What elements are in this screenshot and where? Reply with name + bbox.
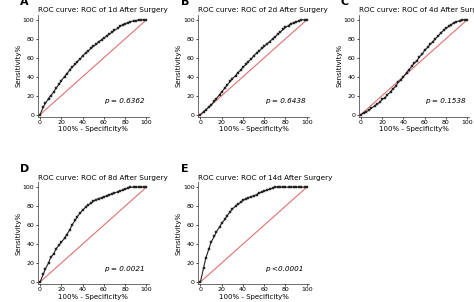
X-axis label: 100% - Specificity%: 100% - Specificity% (58, 294, 128, 300)
X-axis label: 100% - Specificity%: 100% - Specificity% (58, 127, 128, 132)
Text: ROC curve: ROC of 4d After Surgery: ROC curve: ROC of 4d After Surgery (359, 7, 474, 13)
Text: E: E (181, 164, 188, 174)
Text: ROC curve: ROC of 2d After Surgery: ROC curve: ROC of 2d After Surgery (198, 7, 328, 13)
Text: p = 0.6362: p = 0.6362 (104, 98, 145, 104)
Text: ROC curve: ROC of 1d After Surgery: ROC curve: ROC of 1d After Surgery (38, 7, 168, 13)
Text: B: B (181, 0, 189, 7)
X-axis label: 100% - Specificity%: 100% - Specificity% (219, 294, 289, 300)
Text: A: A (20, 0, 29, 7)
Y-axis label: Sensitivity%: Sensitivity% (16, 44, 21, 87)
Text: p = 0.6438: p = 0.6438 (264, 98, 305, 104)
Text: D: D (20, 164, 29, 174)
Text: C: C (341, 0, 349, 7)
Y-axis label: Sensitivity%: Sensitivity% (16, 212, 21, 255)
Text: p <0.0001: p <0.0001 (264, 266, 303, 272)
Text: p = 0.0021: p = 0.0021 (104, 266, 145, 272)
Text: ROC curve: ROC of 14d After Surgery: ROC curve: ROC of 14d After Surgery (198, 175, 333, 181)
X-axis label: 100% - Specificity%: 100% - Specificity% (219, 127, 289, 132)
X-axis label: 100% - Specificity%: 100% - Specificity% (379, 127, 449, 132)
Y-axis label: Sensitivity%: Sensitivity% (176, 44, 182, 87)
Text: p = 0.1538: p = 0.1538 (425, 98, 465, 104)
Y-axis label: Sensitivity%: Sensitivity% (176, 212, 182, 255)
Text: ROC curve: ROC of 8d After Surgery: ROC curve: ROC of 8d After Surgery (38, 175, 168, 181)
Y-axis label: Sensitivity%: Sensitivity% (336, 44, 342, 87)
